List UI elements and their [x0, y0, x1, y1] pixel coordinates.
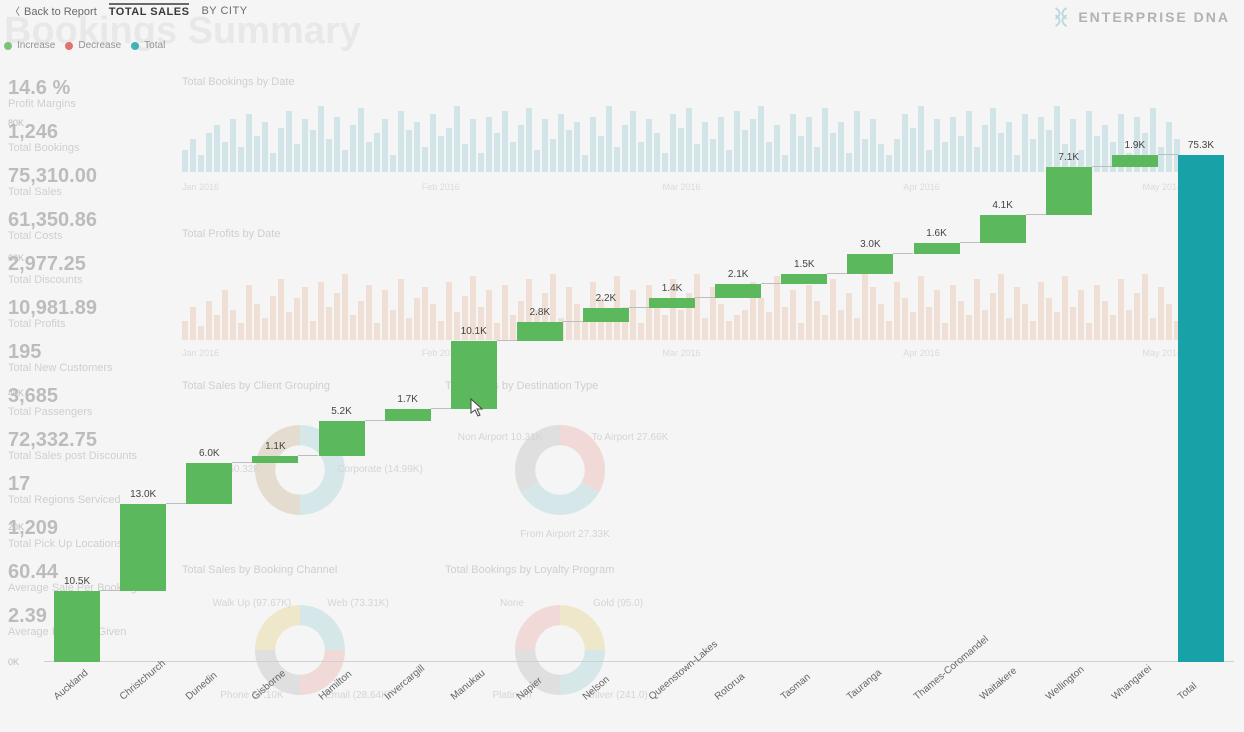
waterfall-value-label: 5.2K	[331, 406, 352, 417]
waterfall-bar[interactable]	[1112, 155, 1158, 168]
waterfall-connector	[761, 283, 781, 284]
waterfall-connector	[695, 297, 715, 298]
waterfall-connector	[893, 253, 913, 254]
waterfall-ytick: 20K	[8, 522, 24, 532]
waterfall-value-label: 2.2K	[596, 293, 617, 304]
waterfall-value-label: 10.5K	[64, 576, 90, 587]
waterfall-category-label: Waitakere	[977, 665, 1018, 702]
waterfall-category-label: Manukau	[449, 668, 488, 703]
waterfall-bar[interactable]	[517, 322, 563, 341]
waterfall-ytick: 80K	[8, 118, 24, 128]
legend-dot	[131, 42, 139, 50]
waterfall-value-label: 1.1K	[265, 441, 286, 452]
waterfall-category-label: Dunedin	[184, 670, 220, 702]
waterfall-value-label: 1.7K	[397, 394, 418, 405]
waterfall-baseline	[44, 661, 1234, 662]
tab-total-sales[interactable]: TOTAL SALES	[109, 3, 190, 18]
chevron-left-icon: 〈	[10, 7, 20, 18]
waterfall-connector	[1026, 214, 1046, 215]
waterfall-bar[interactable]	[1046, 167, 1092, 215]
waterfall-connector	[1158, 154, 1178, 155]
waterfall-value-label: 2.1K	[728, 269, 749, 280]
waterfall-ytick: 0K	[8, 657, 19, 667]
waterfall-connector	[166, 503, 186, 504]
waterfall-bar[interactable]	[649, 298, 695, 307]
waterfall-category-label: Queenstown-Lakes	[647, 639, 720, 703]
waterfall-value-label: 75.3K	[1188, 140, 1214, 151]
dna-icon	[1050, 6, 1072, 28]
waterfall-connector	[1092, 166, 1112, 167]
back-label: Back to Report	[24, 6, 97, 18]
waterfall-connector	[960, 242, 980, 243]
waterfall-category-label: Hamilton	[316, 669, 353, 703]
waterfall-bar[interactable]	[980, 215, 1026, 243]
waterfall-bar[interactable]	[1178, 155, 1224, 662]
logo-text: ENTERPRISE DNA	[1078, 9, 1230, 25]
waterfall-bar[interactable]	[451, 341, 497, 409]
waterfall-bar[interactable]	[583, 308, 629, 323]
waterfall-bar[interactable]	[54, 591, 100, 662]
back-to-report-link[interactable]: 〈 Back to Report	[10, 3, 97, 18]
waterfall-value-label: 13.0K	[130, 489, 156, 500]
legend-dot	[4, 42, 12, 50]
waterfall-ytick: 60K	[8, 253, 24, 263]
tab-by-city[interactable]: BY CITY	[201, 5, 247, 17]
waterfall-chart: 0K20K40K60K80K10.5KAuckland13.0KChristch…	[44, 85, 1234, 700]
waterfall-value-label: 1.5K	[794, 259, 815, 270]
waterfall-bar[interactable]	[252, 456, 298, 463]
waterfall-connector	[497, 340, 517, 341]
legend-dot	[65, 42, 73, 50]
waterfall-category-label: Tauranga	[845, 667, 884, 702]
waterfall-bar[interactable]	[847, 254, 893, 274]
waterfall-bar[interactable]	[715, 284, 761, 298]
waterfall-value-label: 3.0K	[860, 239, 881, 250]
waterfall-category-label: Tasman	[779, 672, 813, 703]
waterfall-connector	[431, 408, 451, 409]
waterfall-category-label: Rotorua	[713, 671, 747, 702]
waterfall-category-label: Napier	[515, 675, 545, 702]
waterfall-value-label: 1.6K	[926, 228, 947, 239]
waterfall-value-label: 7.1K	[1058, 152, 1079, 163]
waterfall-connector	[232, 462, 252, 463]
waterfall-bar[interactable]	[781, 274, 827, 284]
waterfall-connector	[365, 420, 385, 421]
waterfall-connector	[563, 321, 583, 322]
waterfall-category-label: Christchurch	[118, 658, 168, 703]
waterfall-category-label: Invercargill	[382, 663, 426, 703]
waterfall-bar[interactable]	[186, 463, 232, 503]
legend-label: Decrease	[78, 40, 121, 51]
legend-label: Increase	[17, 40, 55, 51]
waterfall-connector	[827, 273, 847, 274]
waterfall-value-label: 2.8K	[530, 307, 551, 318]
waterfall-category-label: Whangarei	[1110, 663, 1154, 703]
legend-label: Total	[144, 40, 165, 51]
waterfall-category-label: Gisborne	[250, 668, 288, 703]
waterfall-ytick: 40K	[8, 388, 24, 398]
waterfall-value-label: 4.1K	[992, 200, 1013, 211]
waterfall-value-label: 1.9K	[1125, 140, 1146, 151]
waterfall-value-label: 1.4K	[662, 283, 683, 294]
waterfall-bar[interactable]	[914, 243, 960, 254]
waterfall-value-label: 6.0K	[199, 448, 220, 459]
waterfall-category-label: Nelson	[581, 674, 612, 702]
waterfall-connector	[298, 455, 318, 456]
waterfall-value-label: 10.1K	[461, 326, 487, 337]
waterfall-bar[interactable]	[319, 421, 365, 456]
waterfall-bar[interactable]	[385, 409, 431, 420]
waterfall-category-label: Wellington	[1044, 664, 1087, 702]
waterfall-category-label: Auckland	[52, 668, 91, 703]
waterfall-category-label: Total	[1176, 681, 1199, 703]
top-nav: 〈 Back to Report TOTAL SALES BY CITY	[10, 3, 248, 18]
waterfall-bar[interactable]	[120, 504, 166, 592]
waterfall-connector	[100, 590, 120, 591]
waterfall-connector	[629, 307, 649, 308]
enterprise-dna-logo: ENTERPRISE DNA	[1050, 6, 1230, 28]
waterfall-legend: Increase Decrease Total	[4, 40, 173, 51]
